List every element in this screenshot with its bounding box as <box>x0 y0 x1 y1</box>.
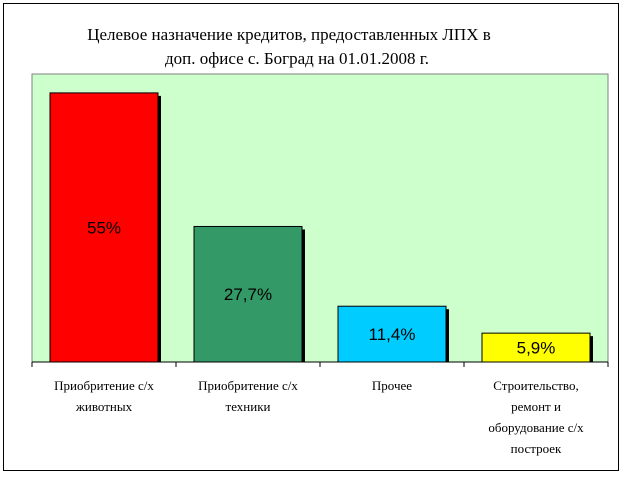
category-label: техники <box>226 399 271 414</box>
category-label: Строительство, <box>493 378 578 393</box>
category-label: Приобритение с/х <box>198 378 298 393</box>
bars-group: 55% 27,7% 11,4% 5,9% <box>49 92 593 363</box>
category-labels: Приобритение с/х животных Приобритение с/х… <box>54 378 584 456</box>
data-label: 27,7% <box>224 285 272 304</box>
bar <box>481 332 591 363</box>
category-label: ремонт и <box>511 399 561 414</box>
bar <box>337 305 447 363</box>
chart-title-line-2: доп. офисе с. Боград на 01.01.2008 г. <box>165 49 429 68</box>
bar <box>193 225 303 363</box>
category-label: животных <box>75 399 133 414</box>
data-label: 55% <box>87 218 121 237</box>
x-axis-ticks <box>31 362 609 367</box>
chart-title: Целевое назначение кредитов, предоставле… <box>87 25 491 68</box>
category-label: построек <box>511 441 562 456</box>
data-label: 11,4% <box>369 325 416 344</box>
category-label: Приобритение с/х <box>54 378 154 393</box>
data-label: 5,9% <box>517 339 556 358</box>
bar <box>49 92 159 363</box>
chart-title-line-1: Целевое назначение кредитов, предоставле… <box>87 25 491 44</box>
category-label: оборудование с/х <box>488 420 584 435</box>
category-label: Прочее <box>372 378 412 393</box>
